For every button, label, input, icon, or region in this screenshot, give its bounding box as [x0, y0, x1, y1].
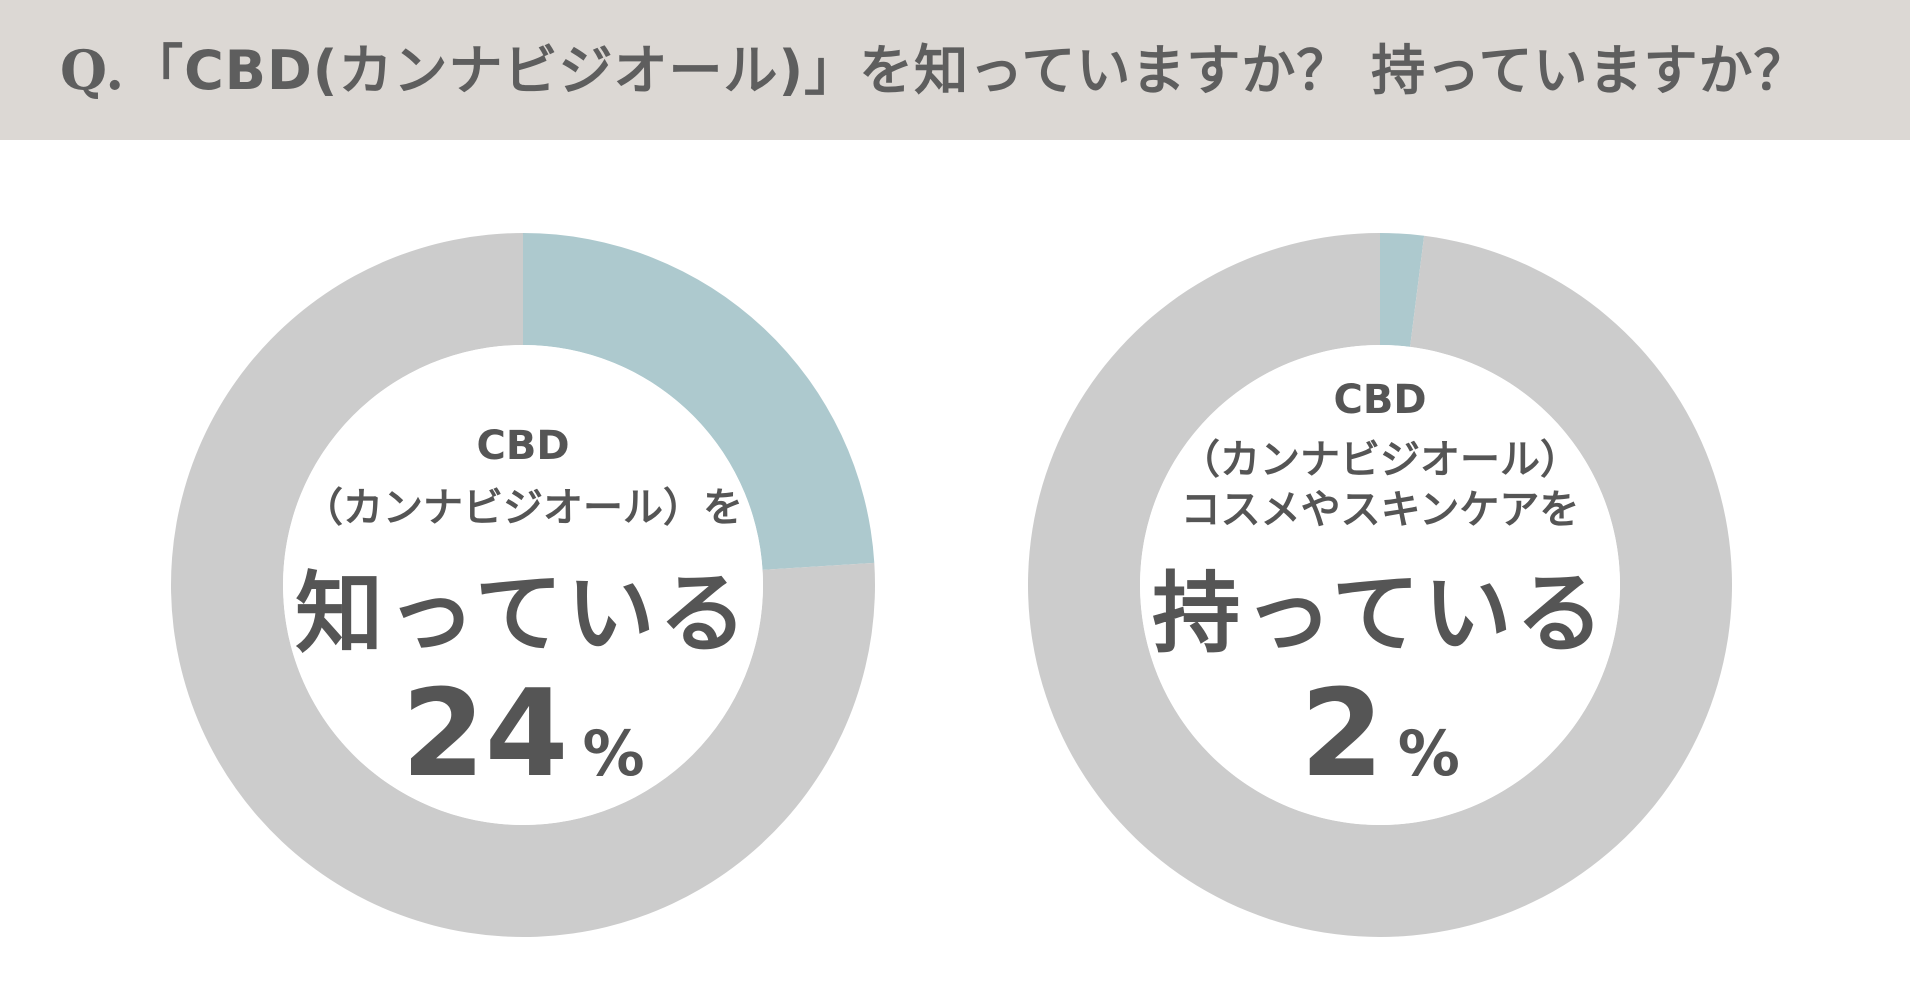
donut-center-own: CBD （カンナビジオール） コスメやスキンケアを 持っている 2%: [1020, 225, 1740, 945]
center-main-label: 知っている: [295, 562, 751, 665]
donut-chart-know-svg: [171, 233, 876, 938]
donut-chart-own-svg: [1028, 233, 1732, 937]
center-percentage: 24%: [163, 665, 883, 804]
donut-slice-remainder: [1028, 233, 1732, 937]
percentage-sign: %: [1397, 717, 1460, 790]
donut-slice-highlight: [523, 233, 875, 570]
question-text: 「CBD(カンナビジオール)」を知っていますか？ 持っていますか？: [129, 39, 1809, 102]
donut-slice-remainder: [171, 233, 876, 938]
center-line-cbd: CBD: [476, 423, 570, 469]
percentage-value: 24: [401, 665, 569, 804]
question-title: Q.「CBD(カンナビジオール)」を知っていますか？ 持っていますか？: [60, 0, 1809, 140]
percentage-sign: %: [582, 717, 645, 790]
donut-hole: [1140, 345, 1620, 825]
center-line-cannabidiol: （カンナビジオール）: [1180, 437, 1580, 483]
donut-center-know: CBD （カンナビジオール）を 知っている 24%: [163, 225, 883, 945]
donut-slice-highlight: [1380, 233, 1425, 347]
donut-hole: [283, 345, 763, 825]
center-line-cosmetics: コスメやスキンケアを: [1180, 487, 1580, 533]
percentage-value: 2: [1300, 665, 1384, 804]
center-percentage: 2%: [1020, 665, 1740, 804]
center-line-cbd: CBD: [1333, 377, 1427, 423]
question-prefix: Q.: [60, 38, 126, 102]
donut-chart-own: CBD （カンナビジオール） コスメやスキンケアを 持っている 2%: [1020, 225, 1740, 945]
donut-chart-know: CBD （カンナビジオール）を 知っている 24%: [163, 225, 883, 945]
center-main-label: 持っている: [1152, 562, 1608, 665]
center-line-cannabidiol: （カンナビジオール）を: [303, 485, 743, 531]
question-header: Q.「CBD(カンナビジオール)」を知っていますか？ 持っていますか？: [0, 0, 1910, 140]
